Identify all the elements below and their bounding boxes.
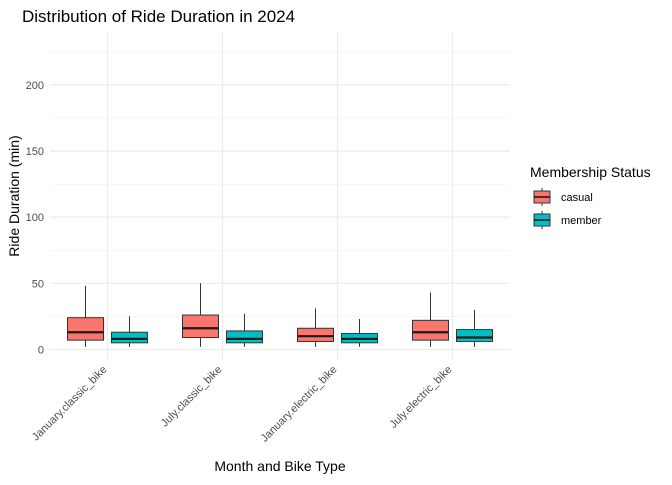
box-member — [341, 319, 378, 347]
x-tick-label: January.electric_bike — [259, 364, 340, 445]
legend-label-casual: casual — [561, 192, 593, 204]
iqr-box — [456, 329, 493, 342]
iqr-box — [226, 330, 263, 344]
x-tick-label: July.classic_bike — [159, 364, 225, 430]
box-member — [456, 309, 493, 347]
boxes — [67, 283, 493, 347]
x-tick-label: July.electric_bike — [387, 364, 454, 431]
legend: Membership Status casual member — [530, 164, 651, 229]
chart-title: Distribution of Ride Duration in 2024 — [22, 7, 295, 26]
iqr-box — [67, 317, 104, 341]
x-tick-label: January.classic_bike — [30, 364, 110, 444]
box-casual — [182, 283, 219, 347]
y-tick-label: 100 — [26, 212, 44, 224]
legend-title: Membership Status — [530, 164, 651, 180]
legend-label-member: member — [561, 215, 602, 227]
grid — [50, 32, 510, 360]
box-casual — [67, 285, 104, 347]
iqr-box — [182, 314, 219, 339]
iqr-box — [412, 319, 449, 341]
y-tick-label: 200 — [26, 80, 44, 92]
y-axis-ticks: 0 50 100 150 200 — [26, 80, 44, 357]
y-tick-label: 0 — [38, 344, 44, 356]
legend-item-casual: casual — [533, 188, 593, 206]
iqr-box — [297, 327, 334, 342]
legend-item-member: member — [533, 211, 602, 229]
y-axis-label: Ride Duration (min) — [6, 135, 22, 256]
box-casual — [412, 292, 449, 347]
box-member — [226, 313, 263, 347]
y-tick-label: 50 — [32, 278, 44, 290]
x-axis-ticks: January.classic_bike July.classic_bike Jan… — [30, 364, 455, 445]
iqr-box — [111, 331, 148, 344]
box-member — [111, 316, 148, 347]
box-casual — [297, 308, 334, 347]
y-tick-label: 150 — [26, 146, 44, 158]
x-axis-label: Month and Bike Type — [214, 458, 345, 474]
